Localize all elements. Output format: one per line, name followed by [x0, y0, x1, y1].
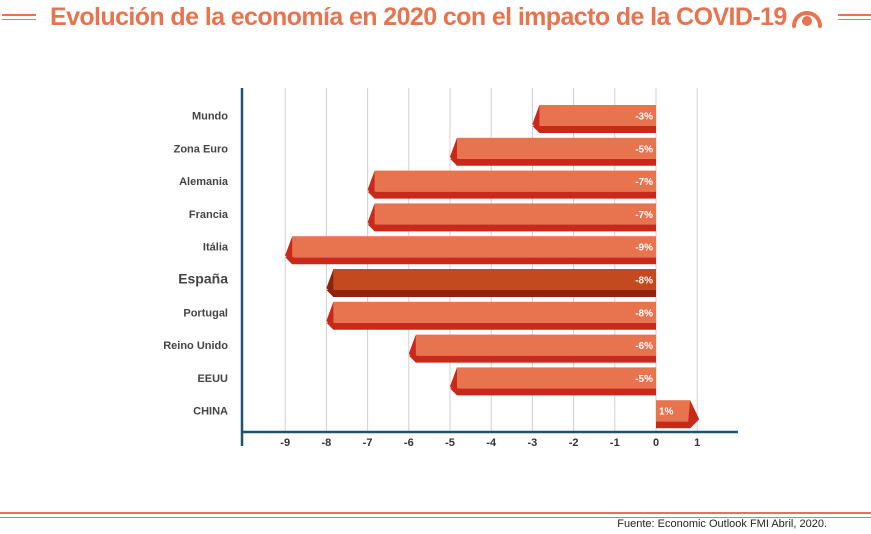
bar-cap [532, 105, 542, 133]
x-tick-label: -2 [569, 437, 579, 449]
bar-side [656, 421, 698, 429]
data-label: -7% [635, 177, 653, 188]
category-label: Mundo [192, 111, 228, 123]
data-label: -6% [635, 341, 653, 352]
data-label: -8% [635, 276, 653, 287]
bar-cap [408, 334, 418, 363]
x-tick-label: -6 [404, 437, 414, 449]
x-tick-label: -8 [322, 437, 332, 449]
x-tick-label: -4 [486, 437, 497, 449]
bar-face [415, 334, 656, 356]
bar: -7% [367, 170, 656, 199]
bar-cap [688, 400, 700, 429]
title-rule-left-lower [2, 19, 36, 20]
bar-face [539, 105, 656, 126]
title-rule-left [2, 14, 36, 16]
x-tick-label: -1 [610, 437, 620, 449]
bar-side [326, 290, 656, 297]
category-label: CHINA [193, 406, 228, 418]
bar: -9% [285, 236, 656, 265]
bar: -5% [450, 137, 656, 166]
x-tick-label: 1 [694, 437, 700, 449]
data-label: 1% [659, 407, 674, 418]
bar-cap [285, 236, 295, 265]
category-label: Itália [203, 242, 229, 254]
bar-cap [450, 367, 459, 396]
title-rule-right-lower [838, 19, 871, 20]
bar-face [457, 367, 656, 389]
bar-cap [450, 137, 459, 166]
title-rule-right [838, 14, 871, 16]
category-label: Zona Euro [174, 143, 229, 155]
x-tick-label: -9 [280, 437, 290, 449]
data-label: -9% [635, 243, 653, 254]
bar-cap [326, 269, 336, 297]
data-label: -5% [635, 144, 653, 155]
bar-side [450, 158, 656, 166]
bar-cap [326, 301, 336, 330]
bar-side [408, 355, 656, 363]
footer-rule-top [0, 512, 871, 514]
category-label: EEUU [197, 373, 228, 385]
category-label: Portugal [183, 307, 228, 319]
bar: -6% [408, 334, 656, 363]
data-label: -3% [635, 112, 653, 123]
x-tick-label: -3 [528, 437, 538, 449]
category-label: Reino Unido [163, 340, 228, 352]
x-tick-label: -7 [363, 437, 373, 449]
bar-face [333, 269, 656, 290]
x-tick-label: -5 [445, 437, 455, 449]
bar-face [333, 301, 656, 323]
bar-cap [367, 170, 377, 199]
bar: -8% [326, 301, 656, 330]
bar-cap [367, 203, 377, 232]
bar-side [285, 257, 656, 265]
bar-face [656, 400, 691, 422]
page-title: Evolución de la economía en 2020 con el … [50, 3, 787, 31]
category-label: España [178, 271, 228, 287]
bar-side [367, 224, 656, 232]
target-ring-icon [792, 11, 822, 28]
bar: -8% [326, 269, 656, 297]
x-tick-label: 0 [653, 437, 659, 449]
category-label: Francia [189, 209, 229, 221]
bar: -7% [367, 203, 656, 232]
bar-face [374, 203, 656, 225]
header: Evolución de la economía en 2020 con el … [0, 0, 871, 36]
footer-rule-bottom [0, 517, 871, 518]
source-note: Fuente: Economic Outlook FMI Abril, 2020… [617, 518, 827, 530]
bar-side [367, 191, 656, 199]
category-label: Alemania [179, 176, 229, 188]
bar: -3% [532, 105, 656, 133]
bar-face [457, 137, 656, 159]
bar: -5% [450, 367, 656, 396]
bar-face [374, 170, 656, 192]
bar-side [532, 126, 656, 133]
bar-face [292, 236, 656, 258]
bar-side [450, 388, 656, 396]
bar-side [326, 322, 656, 330]
data-label: -8% [635, 308, 653, 319]
bar: 1% [656, 400, 700, 429]
data-label: -5% [635, 374, 653, 385]
data-label: -7% [635, 210, 653, 221]
